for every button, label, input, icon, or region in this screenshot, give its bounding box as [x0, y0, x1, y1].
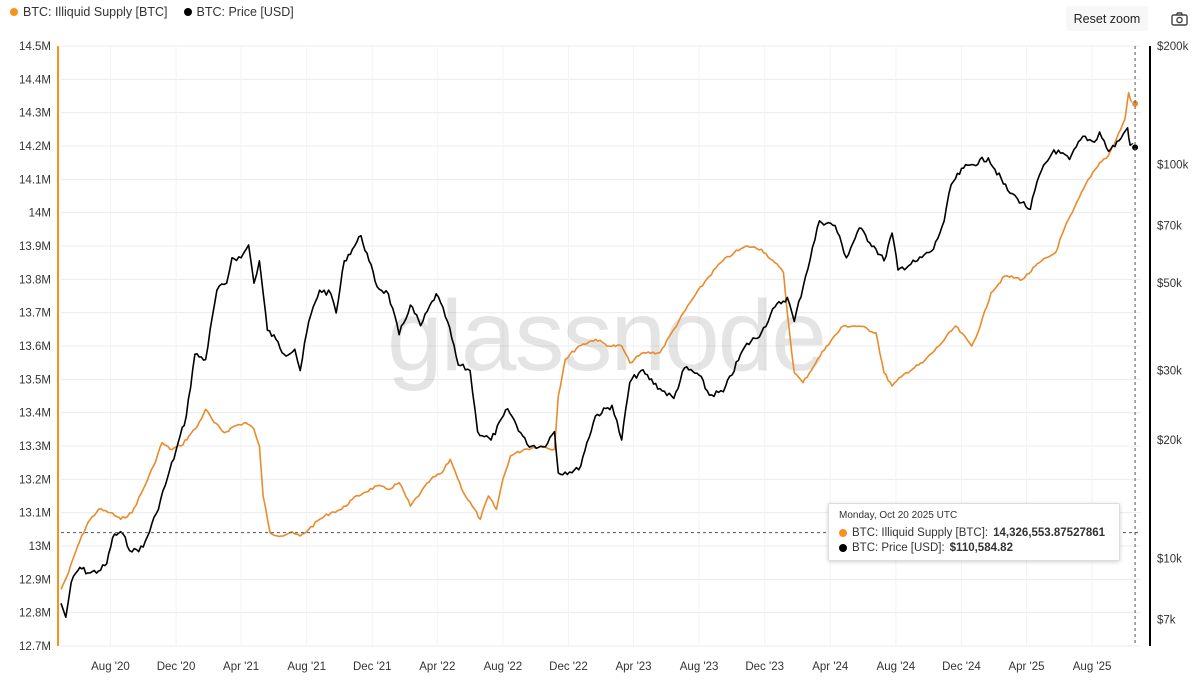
- x-tick-label: Aug '25: [1073, 661, 1112, 673]
- left-y-axis: 12.7M 12.8M 12.9M 13M 13.1M 13.2M 13.3M 13.4M 13…: [19, 41, 59, 653]
- y-left-tick-label: 13.2M: [19, 474, 51, 486]
- x-tick-label: Aug '23: [680, 661, 719, 673]
- y-right-tick-label: $7k: [1157, 615, 1176, 627]
- y-left-tick-label: 13.6M: [19, 341, 51, 353]
- y-left-tick-label: 13M: [29, 541, 51, 553]
- x-tick-label: Dec '21: [353, 661, 392, 673]
- y-left-tick-label: 13.7M: [19, 308, 51, 320]
- tooltip-marker-supply: [839, 528, 847, 537]
- y-right-tick-label: $10k: [1157, 554, 1182, 566]
- tooltip-label-price: BTC: Price [USD]:: [852, 541, 945, 554]
- series-line-price: [60, 127, 1136, 618]
- camera-icon: [1170, 12, 1188, 26]
- y-left-tick-label: 14.1M: [19, 174, 51, 186]
- legend-item-illiquid-supply[interactable]: BTC: Illiquid Supply [BTC]: [10, 5, 168, 19]
- legend-marker-supply: [10, 8, 18, 16]
- x-tick-label: Dec '20: [157, 661, 196, 673]
- tooltip-value-supply: 14,326,553.87527861: [993, 526, 1106, 539]
- x-tick-label: Dec '24: [942, 661, 981, 673]
- series-line-illiquid-supply: [60, 91, 1136, 590]
- x-tick-label: Aug '20: [91, 661, 130, 673]
- x-tick-label: Apr '23: [615, 661, 651, 673]
- y-left-tick-label: 13.5M: [19, 374, 51, 386]
- tooltip-row-supply: BTC: Illiquid Supply [BTC]: 14,326,553.8…: [839, 525, 1109, 540]
- y-right-tick-label: $100k: [1157, 160, 1189, 172]
- watermark-text: glassnode: [387, 280, 825, 392]
- y-left-tick-label: 14.2M: [19, 141, 51, 153]
- y-left-tick-label: 13.4M: [19, 408, 51, 420]
- tooltip-value-price: $110,584.82: [949, 541, 1013, 554]
- y-left-tick-label: 12.7M: [19, 641, 51, 653]
- tooltip-label-supply: BTC: Illiquid Supply [BTC]:: [852, 526, 989, 539]
- y-left-tick-label: 12.8M: [19, 608, 51, 620]
- legend-marker-price: [183, 8, 192, 16]
- y-left-tick-label: 13.8M: [19, 274, 51, 286]
- x-tick-label: Aug '22: [484, 661, 523, 673]
- y-right-tick-label: $70k: [1157, 221, 1182, 233]
- reset-zoom-button[interactable]: Reset zoom: [1066, 6, 1148, 31]
- x-tick-label: Aug '21: [287, 661, 326, 673]
- legend-item-price[interactable]: BTC: Price [USD]: [183, 5, 294, 19]
- x-tick-label: Aug '24: [877, 661, 916, 673]
- gridlines: [61, 45, 1141, 647]
- y-left-tick-label: 14.3M: [19, 108, 51, 120]
- x-tick-label: Apr '24: [812, 661, 849, 673]
- y-left-tick-label: 12.9M: [19, 574, 51, 586]
- y-left-tick-label: 14M: [29, 208, 51, 220]
- tooltip-marker-price: [839, 543, 847, 552]
- legend-label-supply: BTC: Illiquid Supply [BTC]: [23, 5, 168, 19]
- x-tick-label: Apr '21: [223, 661, 259, 673]
- y-right-tick-label: $50k: [1157, 278, 1182, 290]
- x-tick-label: Dec '22: [549, 661, 588, 673]
- right-y-axis: $7k $10k $20k $30k $50k $70k $100k $200k: [1149, 41, 1189, 646]
- y-left-tick-label: 13.9M: [19, 241, 51, 253]
- y-left-tick-label: 14.5M: [19, 41, 51, 53]
- y-left-tick-label: 13.3M: [19, 441, 51, 453]
- x-tick-label: Apr '22: [419, 661, 455, 673]
- export-button[interactable]: [1164, 8, 1194, 30]
- y-right-tick-label: $30k: [1157, 366, 1182, 378]
- x-axis: Aug '20 Dec '20 Apr '21 Aug '21 Dec '21 Apr '…: [91, 661, 1111, 673]
- tooltip-date: Monday, Oct 20 2025 UTC: [839, 510, 958, 521]
- data-tooltip: Monday, Oct 20 2025 UTC BTC: Illiquid Su…: [828, 503, 1120, 561]
- legend-label-price: BTC: Price [USD]: [196, 5, 294, 19]
- tooltip-row-price: BTC: Price [USD]: $110,584.82: [839, 540, 1109, 555]
- y-right-tick-label: $200k: [1157, 41, 1189, 53]
- chart-legend: BTC: Illiquid Supply [BTC] BTC: Price [U…: [10, 5, 294, 19]
- y-right-tick-label: $20k: [1157, 435, 1182, 447]
- y-left-tick-label: 14.4M: [19, 74, 51, 86]
- y-left-tick-label: 13.1M: [19, 508, 51, 520]
- x-tick-label: Apr '25: [1008, 661, 1044, 673]
- x-tick-label: Dec '23: [745, 661, 784, 673]
